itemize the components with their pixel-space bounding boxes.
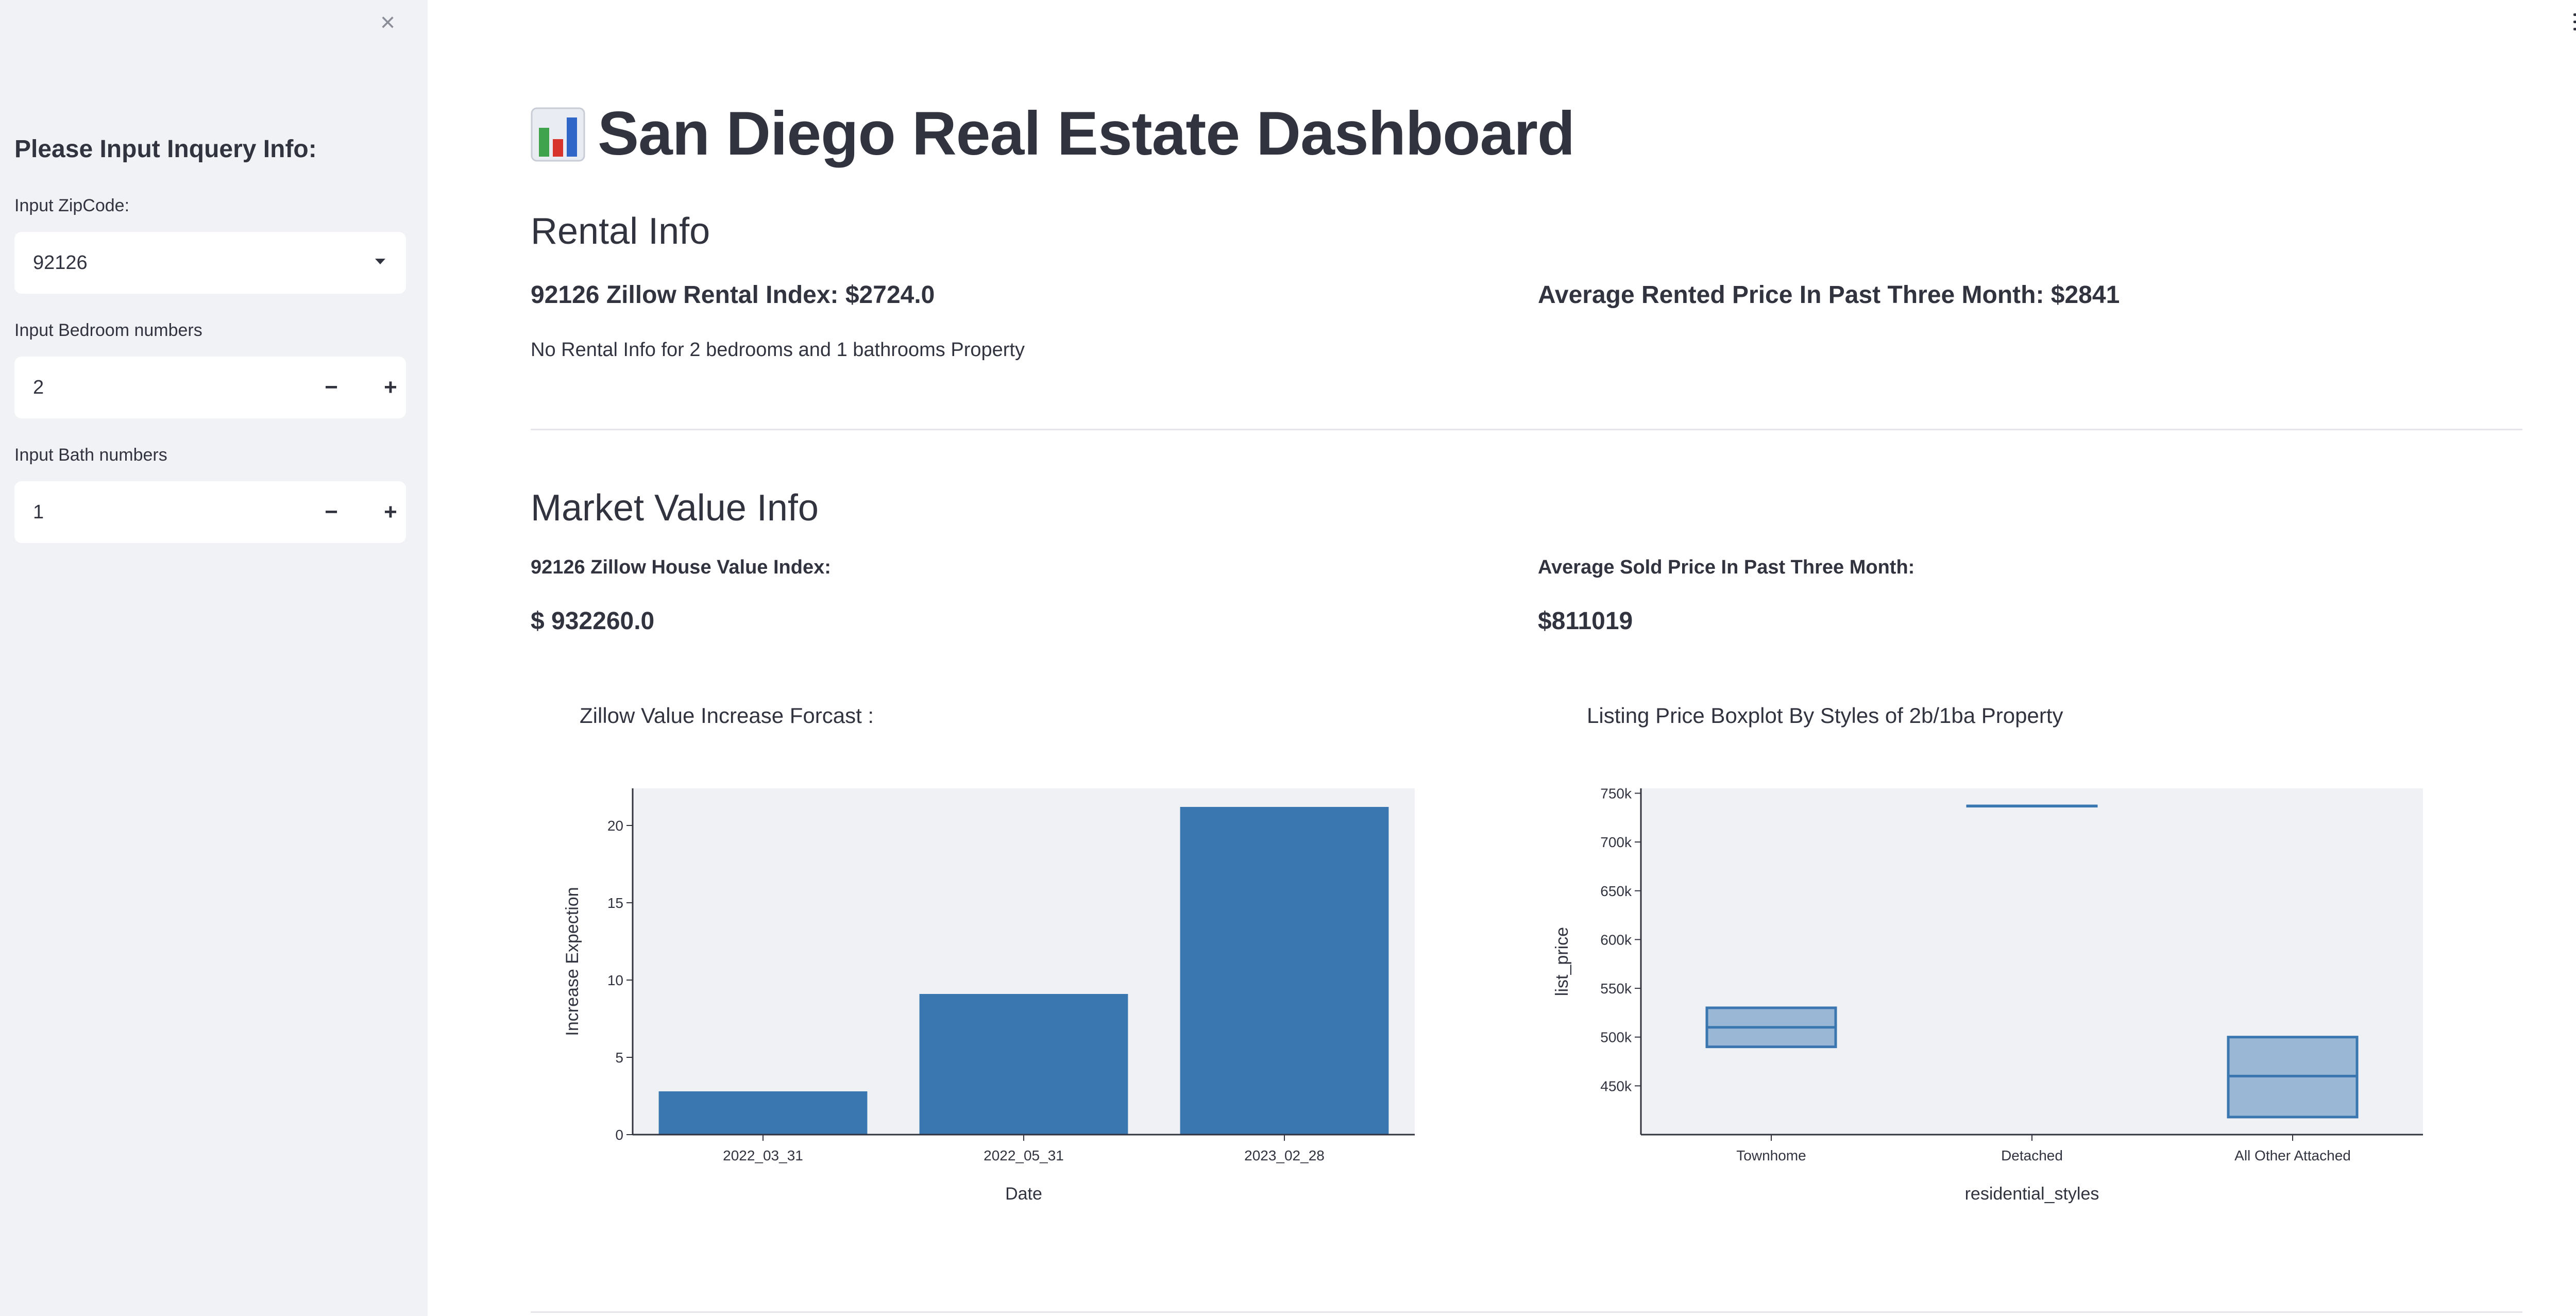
bath-decrement-button[interactable]: − [325, 499, 338, 525]
rental-section-title: Rental Info [531, 211, 710, 252]
y-tick-label: 5 [615, 1050, 623, 1066]
zipcode-select[interactable]: 92126 [14, 232, 406, 294]
y-tick-label: 750k [1600, 785, 1632, 801]
section-divider [531, 429, 2522, 430]
y-tick-label: 700k [1600, 834, 1632, 850]
bedroom-increment-button[interactable]: + [384, 375, 397, 400]
y-tick-label: 15 [607, 895, 623, 911]
x-tick-label: Townhome [1736, 1148, 1806, 1163]
bath-value[interactable]: 1 [33, 501, 44, 523]
x-tick-label: All Other Attached [2234, 1148, 2351, 1163]
bedroom-stepper[interactable]: 2 − + [14, 357, 406, 418]
rental-note: No Rental Info for 2 bedrooms and 1 bath… [531, 339, 1025, 361]
bedroom-value[interactable]: 2 [33, 377, 44, 398]
bath-stepper[interactable]: 1 − + [14, 481, 406, 543]
bar [919, 994, 1128, 1135]
house-value-index-label: 92126 Zillow House Value Index: [531, 556, 831, 578]
forecast-chart-title: Zillow Value Increase Forcast : [580, 703, 874, 728]
bedroom-label: Input Bedroom numbers [14, 320, 202, 340]
y-tick-label: 550k [1600, 981, 1632, 997]
x-axis-label: Date [1005, 1184, 1042, 1204]
chevron-down-icon [375, 259, 385, 264]
market-section-title: Market Value Info [531, 487, 819, 529]
zipcode-value: 92126 [33, 252, 88, 274]
bottom-divider [531, 1311, 2522, 1313]
bath-increment-button[interactable]: + [384, 499, 397, 525]
y-axis-label: list_price [1552, 927, 1572, 996]
zipcode-label: Input ZipCode: [14, 196, 130, 215]
bedroom-decrement-button[interactable]: − [325, 375, 338, 400]
forecast-bar-chart: 2022_03_31 2022_05_31 2023_02_28 0 5 10 15 20 D… [563, 788, 1415, 1204]
boxplot-chart-title: Listing Price Boxplot By Styles of 2b/1b… [1587, 703, 2063, 728]
sidebar-heading: Please Input Inquery Info: [14, 136, 317, 163]
sidebar: × Please Input Inquery Info: Input ZipCo… [0, 0, 428, 1316]
y-tick-label: 600k [1600, 932, 1632, 948]
bar [658, 1091, 868, 1135]
x-tick-label: 2023_02_28 [1244, 1148, 1325, 1163]
main-menu-icon[interactable] [2573, 13, 2576, 35]
x-axis-label: residential_styles [1965, 1184, 2099, 1204]
y-axis-label: Increase Expection [563, 887, 582, 1036]
y-tick-label: 20 [607, 818, 623, 834]
bar-chart-icon [531, 107, 585, 162]
y-tick-label: 500k [1600, 1030, 1632, 1045]
avg-sold-price-value: $811019 [1538, 608, 1633, 635]
avg-sold-price-label: Average Sold Price In Past Three Month: [1538, 556, 1915, 578]
x-tick-label: 2022_05_31 [984, 1148, 1064, 1163]
y-tick-label: 650k [1600, 883, 1632, 899]
listing-price-boxplot: Townhome Detached All Other Attached 450k 50… [1552, 785, 2423, 1204]
close-sidebar-icon[interactable]: × [380, 8, 396, 37]
y-tick-label: 0 [615, 1127, 623, 1143]
page-title: San Diego Real Estate Dashboard [598, 99, 1575, 168]
bath-label: Input Bath numbers [14, 445, 167, 465]
rental-index: 92126 Zillow Rental Index: $2724.0 [531, 281, 935, 309]
x-tick-label: 2022_03_31 [723, 1148, 803, 1163]
house-value-index-value: $ 932260.0 [531, 608, 655, 635]
rental-average: Average Rented Price In Past Three Month… [1538, 281, 2120, 309]
bar [1180, 807, 1389, 1135]
x-tick-label: Detached [2001, 1148, 2063, 1163]
y-tick-label: 450k [1600, 1078, 1632, 1094]
y-tick-label: 10 [607, 972, 623, 988]
